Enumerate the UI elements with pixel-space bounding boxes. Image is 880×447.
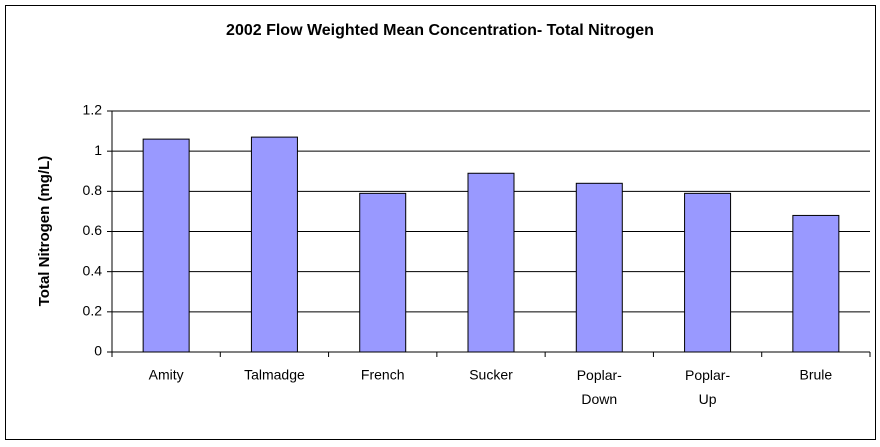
bar [684, 192, 732, 353]
y-tick-label: 0.6 [83, 222, 103, 238]
bar [575, 182, 623, 353]
chart-title: 2002 Flow Weighted Mean Concentration- T… [226, 22, 654, 39]
y-tick-label: 0 [94, 343, 102, 359]
x-tick-label: Amity [149, 367, 184, 383]
x-tick-label: Poplar- Down [577, 367, 622, 407]
x-tick-label: French [361, 367, 405, 383]
y-axis-label: Total Nitrogen (mg/L) [36, 156, 53, 307]
y-tick-label: 0.2 [83, 303, 103, 319]
x-tick-label: Brule [800, 367, 833, 383]
bar [142, 138, 190, 353]
bar [792, 214, 840, 353]
chart-frame [5, 5, 876, 440]
y-tick-label: 0.4 [83, 262, 103, 278]
bar [250, 136, 298, 353]
x-tick-label-line: Down [581, 391, 617, 407]
x-tick-label: Sucker [469, 367, 513, 383]
x-tick-label-line: Up [699, 391, 717, 407]
y-tick-label: 1 [94, 142, 102, 158]
x-tick-label-line: Poplar- [577, 367, 622, 383]
bar [467, 172, 515, 353]
y-tick-label: 1.2 [83, 102, 103, 118]
bar [359, 192, 407, 353]
x-tick-label-line: Poplar- [685, 367, 730, 383]
x-tick-label: Poplar- Up [685, 367, 730, 407]
y-tick-label: 0.8 [83, 182, 103, 198]
x-tick-label: Talmadge [244, 367, 305, 383]
